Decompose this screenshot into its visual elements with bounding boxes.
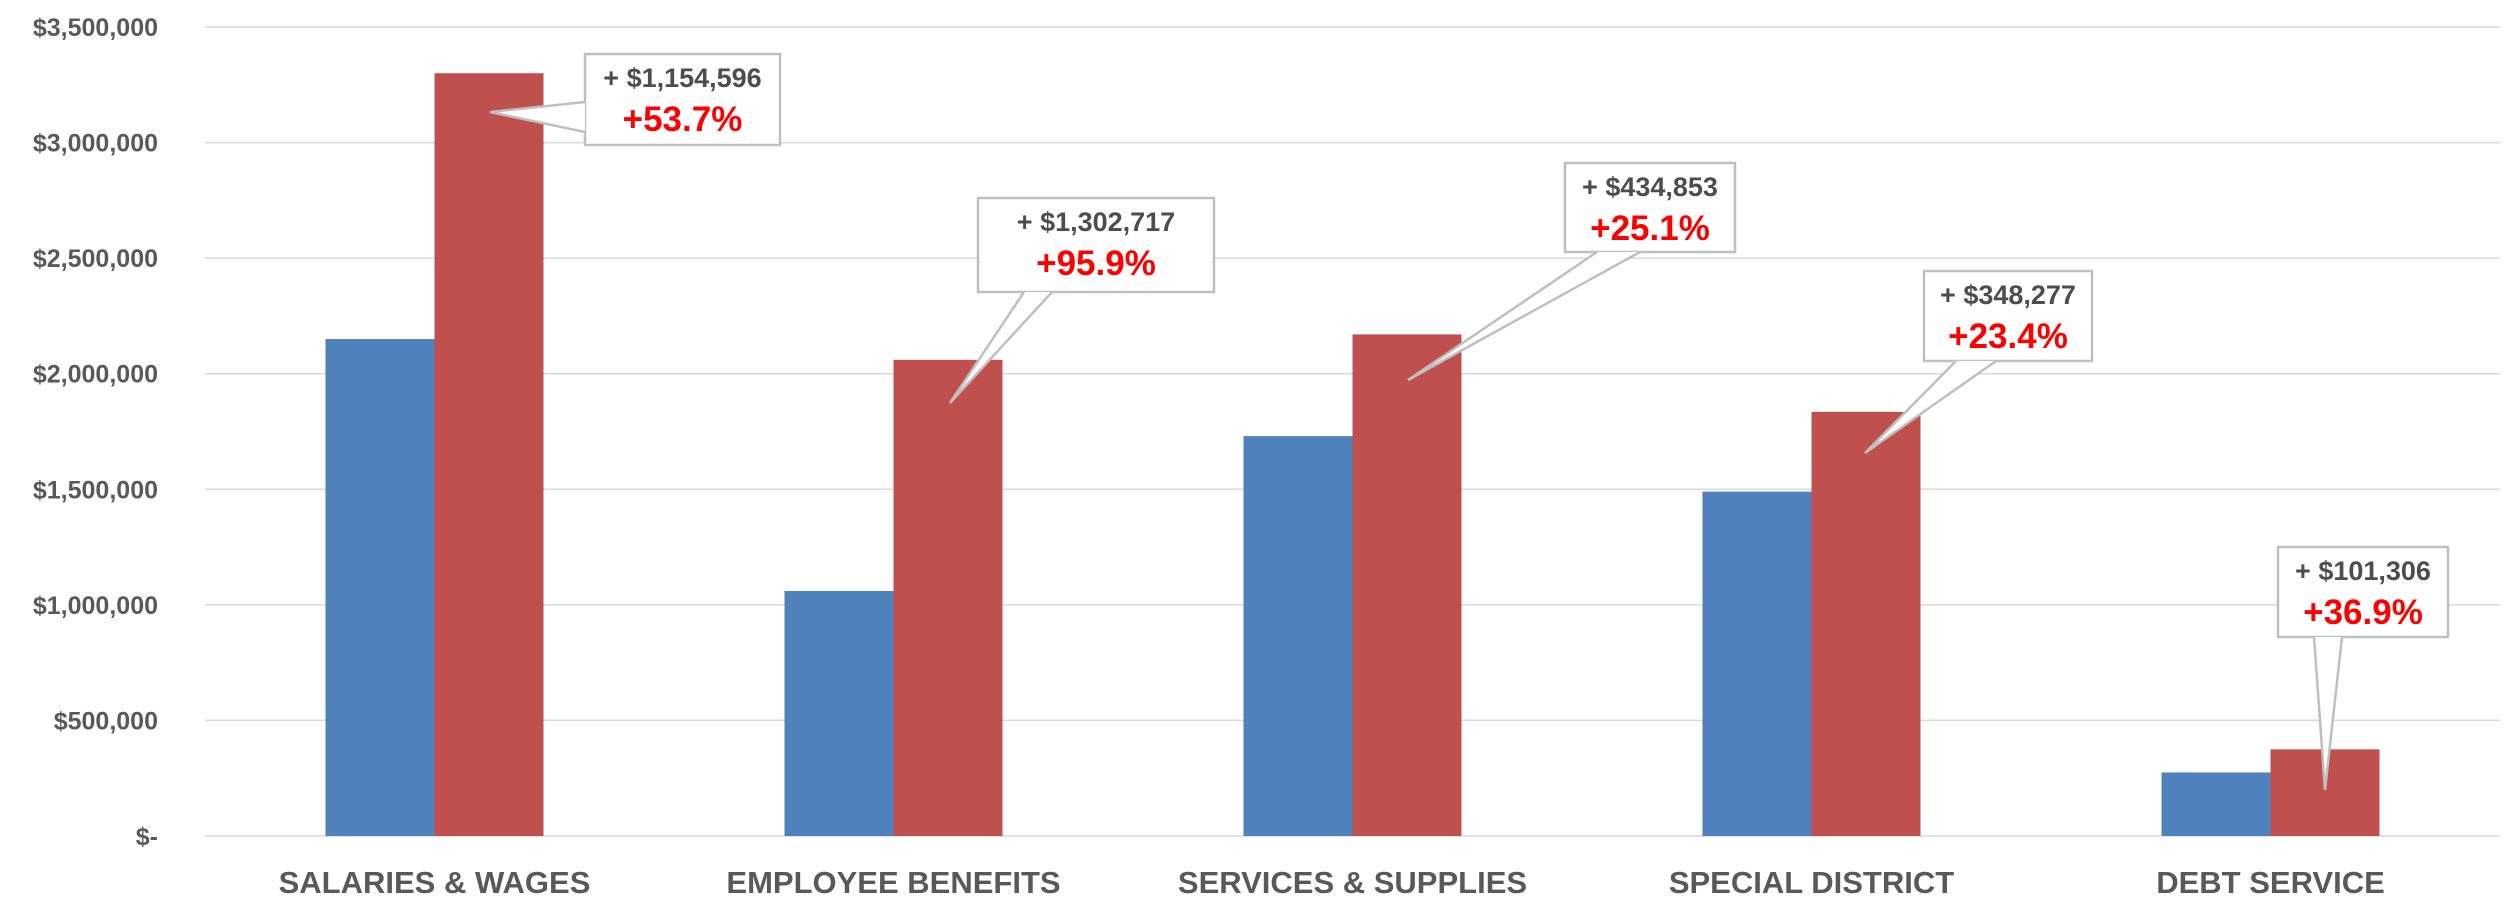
bar-red	[1811, 411, 1921, 836]
callout-pointer	[1864, 359, 1997, 455]
y-tick-label: $2,000,000	[33, 361, 158, 389]
callout-percent: +53.7%	[623, 100, 743, 139]
y-tick-label: $3,000,000	[33, 130, 158, 158]
callout-box	[2276, 545, 2450, 639]
x-tick-label: SALARIES & WAGES	[279, 865, 591, 900]
x-axis-tick-labels: SALARIES & WAGES EMPLOYEE BENEFITS SERVICE…	[279, 865, 2385, 900]
callout-box	[583, 52, 782, 147]
bar-red	[893, 359, 1003, 836]
callout-amount: + $101,306	[2295, 556, 2431, 586]
callout-pointer	[1407, 250, 1641, 382]
callout: + $1,154,596 +53.7%	[489, 52, 782, 147]
callout-box	[1563, 161, 1737, 254]
callout-amount: + $1,154,596	[603, 63, 761, 93]
x-tick-label: DEBT SERVICE	[2156, 865, 2385, 900]
y-tick-label: $1,000,000	[33, 592, 158, 620]
callout-percent: +23.4%	[1948, 317, 2068, 356]
bar-blue	[1243, 436, 1353, 836]
callout-pointer-fill	[2314, 637, 2342, 790]
bars	[325, 73, 2380, 836]
bar-red	[434, 73, 544, 836]
y-tick-label: $500,000	[54, 707, 158, 735]
callout-pointer	[489, 100, 586, 134]
y-tick-label: $2,500,000	[33, 245, 158, 273]
callout-box	[976, 196, 1216, 294]
y-tick-label: $-	[136, 823, 158, 851]
y-axis-tick-labels: $- $500,000 $1,000,000 $1,500,000 $2,000,000…	[33, 14, 158, 851]
callout: + $348,277 +23.4%	[1864, 269, 2094, 455]
callout-amount: + $348,277	[1940, 280, 2076, 310]
bar-blue	[2161, 772, 2271, 836]
callout-pointer	[2312, 636, 2344, 791]
callout-percent: +36.9%	[2303, 593, 2423, 632]
bar-red	[1352, 334, 1462, 836]
callout-amount: + $434,853	[1582, 172, 1718, 202]
callout-box	[1922, 269, 2094, 363]
callout: + $1,302,717 +95.9%	[948, 196, 1216, 404]
y-tick-label: $1,500,000	[33, 476, 158, 504]
callout: + $434,853 +25.1%	[1407, 161, 1737, 382]
x-tick-label: SERVICES & SUPPLIES	[1178, 865, 1527, 900]
bar-blue	[325, 339, 435, 836]
x-tick-label: SPECIAL DISTRICT	[1669, 865, 1954, 900]
callout-amount: + $1,302,717	[1017, 207, 1175, 237]
bar-blue	[784, 590, 894, 836]
callout-pointer	[948, 291, 1053, 404]
callout: + $101,306 +36.9%	[2276, 545, 2450, 791]
callout-percent: +25.1%	[1590, 209, 1710, 248]
callout-percent: +95.9%	[1036, 244, 1156, 283]
callouts: + $1,154,596 +53.7% + $1,302,717 +95.9% + $4…	[489, 52, 2450, 791]
y-tick-label: $3,500,000	[33, 14, 158, 42]
bar-blue	[1702, 491, 1812, 836]
x-tick-label: EMPLOYEE BENEFITS	[726, 865, 1060, 900]
